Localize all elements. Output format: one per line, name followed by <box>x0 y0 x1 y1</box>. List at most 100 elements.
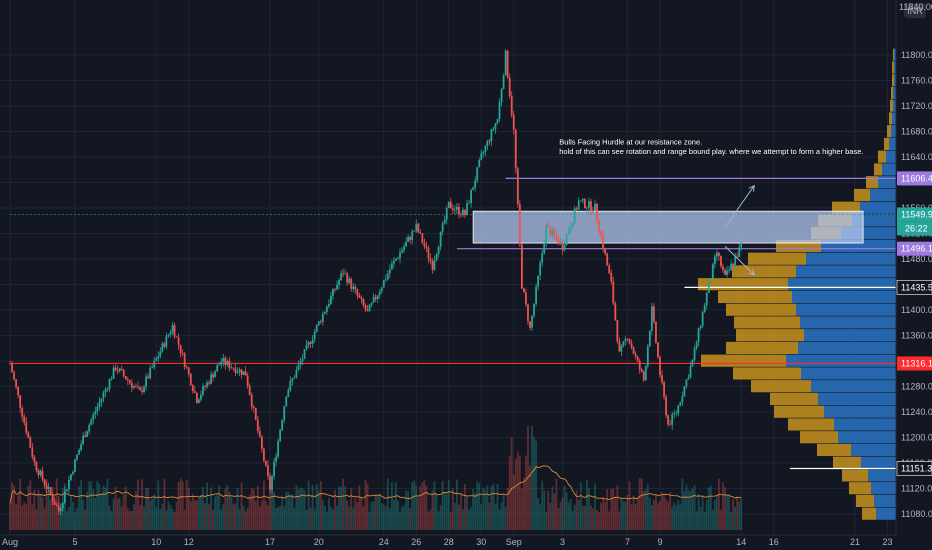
volume-bar <box>488 502 491 530</box>
resistance-zone[interactable] <box>472 210 864 244</box>
trend-arrows[interactable] <box>724 184 755 276</box>
candle-body <box>362 299 365 306</box>
arrow-head <box>748 184 755 192</box>
volume-bar <box>366 483 369 530</box>
volume-bar <box>297 489 300 530</box>
volume-bar <box>474 492 477 530</box>
volume-bar <box>569 498 572 530</box>
candle-body <box>72 471 74 475</box>
time-tick-label: 16 <box>769 537 779 547</box>
candle-body <box>518 203 521 245</box>
volume-bar <box>145 487 147 530</box>
candle-body <box>592 210 594 212</box>
volume-bar <box>159 509 162 530</box>
candle-body <box>242 371 245 375</box>
candle-body <box>638 360 641 370</box>
volume-bar <box>299 487 302 530</box>
candle-body <box>47 487 50 489</box>
candle-body <box>96 406 99 412</box>
volume-bar <box>291 493 294 530</box>
volume-bar <box>124 486 127 530</box>
candle-body <box>736 256 739 258</box>
volume-bar <box>705 500 708 530</box>
candle-body <box>141 390 143 392</box>
candle-body <box>110 378 113 380</box>
candle-body <box>707 280 710 293</box>
candle-body <box>453 209 456 211</box>
candle-body <box>15 379 17 388</box>
candle-body <box>59 508 62 512</box>
volume-bar <box>419 486 422 530</box>
time-tick-label: Sep <box>506 537 522 547</box>
volume-bar <box>368 511 371 530</box>
candle-body <box>340 273 342 281</box>
profile-bar-up <box>792 290 896 304</box>
profile-bar-down <box>856 494 874 508</box>
annotation-line-1[interactable]: Bulls Facing Hurdle at our resistance zo… <box>559 137 702 146</box>
currency-badge[interactable]: INR <box>904 3 926 18</box>
candle-body <box>618 341 621 352</box>
volume-bar <box>435 494 438 530</box>
volume-bar <box>325 511 328 530</box>
volume-bar <box>531 426 533 530</box>
profile-bar-up <box>824 405 896 418</box>
volume-bar <box>222 504 225 530</box>
candle-body <box>644 366 647 381</box>
candle-body <box>508 77 511 97</box>
candle-body <box>598 220 600 232</box>
profile-bar-up <box>893 99 896 112</box>
candle-body <box>701 311 704 326</box>
candle-body <box>232 367 235 369</box>
volume-bar <box>451 488 454 530</box>
time-tick-label: Aug <box>2 537 18 547</box>
volume-bar <box>108 506 111 530</box>
candle-body <box>228 360 231 369</box>
volume-bar <box>421 482 424 530</box>
candle-body <box>218 364 221 366</box>
candle-body <box>236 371 239 373</box>
volume-bar <box>634 503 637 530</box>
volume-bar <box>573 504 576 530</box>
volume-bar <box>687 490 690 530</box>
volume-bar <box>734 506 737 530</box>
countdown-box <box>897 221 932 236</box>
volume-bar <box>470 506 472 530</box>
price-tag-label: 11549.95 <box>901 209 932 219</box>
volume-bar <box>17 495 20 530</box>
volume-bar <box>433 481 436 530</box>
time-axis[interactable]: Aug 5 10 12 17 20 24 26 28 30 Sep 3 7 9 14 16 21 23 <box>0 534 896 547</box>
volume-bar <box>502 494 505 530</box>
volume-bar <box>701 494 704 530</box>
candle-body <box>29 437 32 448</box>
profile-bar-up <box>868 469 896 482</box>
candle-body <box>252 406 255 408</box>
volume-bar <box>86 491 89 530</box>
volume-bar <box>543 490 546 530</box>
volume-bar <box>226 485 229 530</box>
candle-body <box>78 449 80 455</box>
candle-body <box>596 203 598 221</box>
volume-bar <box>82 499 85 530</box>
volume-bar <box>679 504 682 530</box>
candle-body <box>486 140 489 147</box>
candle-body <box>458 206 460 215</box>
candle-body <box>726 270 728 275</box>
price-axis[interactable]: 11080.0011120.0011160.0011200.0011240.00… <box>895 0 932 550</box>
volume-bar <box>177 482 180 530</box>
volume-bar <box>328 498 330 530</box>
candle-body <box>423 242 426 247</box>
volume-bar <box>346 500 349 530</box>
annotation-line-2[interactable]: hold of this can see rotation and range … <box>559 147 863 156</box>
candle-body <box>455 206 458 210</box>
candle-body <box>386 273 389 280</box>
time-tick-label: 23 <box>882 537 892 547</box>
volume-bar <box>683 491 686 530</box>
candle-body <box>705 292 708 306</box>
profile-bar-down <box>817 443 851 457</box>
volume-bar <box>70 495 72 530</box>
candle-body <box>441 223 444 232</box>
horizontal-levels[interactable] <box>10 177 896 470</box>
candle-body <box>399 252 401 259</box>
volume-bar <box>677 500 680 530</box>
